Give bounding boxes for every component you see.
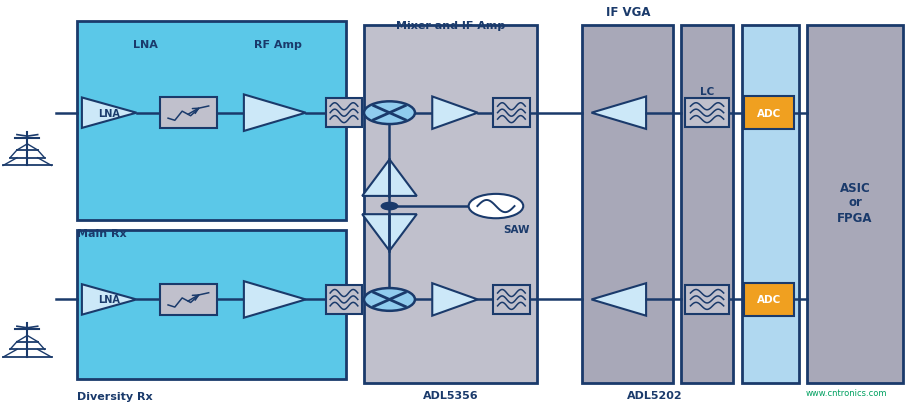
FancyBboxPatch shape [582,26,673,383]
FancyBboxPatch shape [160,285,217,315]
Text: Mixer and IF Amp: Mixer and IF Amp [396,21,505,31]
Polygon shape [592,284,646,316]
FancyBboxPatch shape [685,285,729,314]
Text: ADL5202: ADL5202 [627,390,683,400]
FancyBboxPatch shape [77,231,346,379]
Polygon shape [362,160,417,196]
Polygon shape [244,281,306,318]
FancyBboxPatch shape [326,99,362,128]
Text: ADL5356: ADL5356 [422,390,479,400]
Polygon shape [82,285,136,315]
FancyBboxPatch shape [681,26,733,383]
Polygon shape [362,215,417,251]
Text: Diversity Rx: Diversity Rx [77,391,153,401]
Text: ASIC
or
FPGA: ASIC or FPGA [837,181,873,224]
FancyBboxPatch shape [493,99,530,128]
Text: LNA: LNA [133,40,158,49]
FancyBboxPatch shape [364,26,537,383]
FancyBboxPatch shape [77,22,346,221]
Polygon shape [244,95,306,132]
Text: www.cntronics.com: www.cntronics.com [805,388,887,397]
FancyBboxPatch shape [685,99,729,128]
Circle shape [381,203,398,210]
Text: LC: LC [700,87,714,97]
Text: IF VGA: IF VGA [606,6,650,19]
FancyBboxPatch shape [742,26,799,383]
Polygon shape [82,98,136,129]
FancyBboxPatch shape [807,26,903,383]
Text: LNA: LNA [98,295,120,305]
Text: RF Amp: RF Amp [254,40,301,49]
Polygon shape [432,284,478,316]
Circle shape [364,102,415,125]
FancyBboxPatch shape [493,285,530,314]
Polygon shape [432,97,478,130]
Circle shape [364,288,415,311]
Circle shape [469,194,523,219]
Text: Main Rx: Main Rx [77,229,127,239]
Text: LNA: LNA [98,109,120,118]
FancyBboxPatch shape [744,284,794,316]
Text: ADC: ADC [757,109,781,118]
Text: SAW: SAW [503,225,531,235]
Text: ADC: ADC [757,295,781,305]
Polygon shape [592,97,646,130]
FancyBboxPatch shape [160,98,217,129]
FancyBboxPatch shape [326,285,362,314]
FancyBboxPatch shape [744,97,794,130]
